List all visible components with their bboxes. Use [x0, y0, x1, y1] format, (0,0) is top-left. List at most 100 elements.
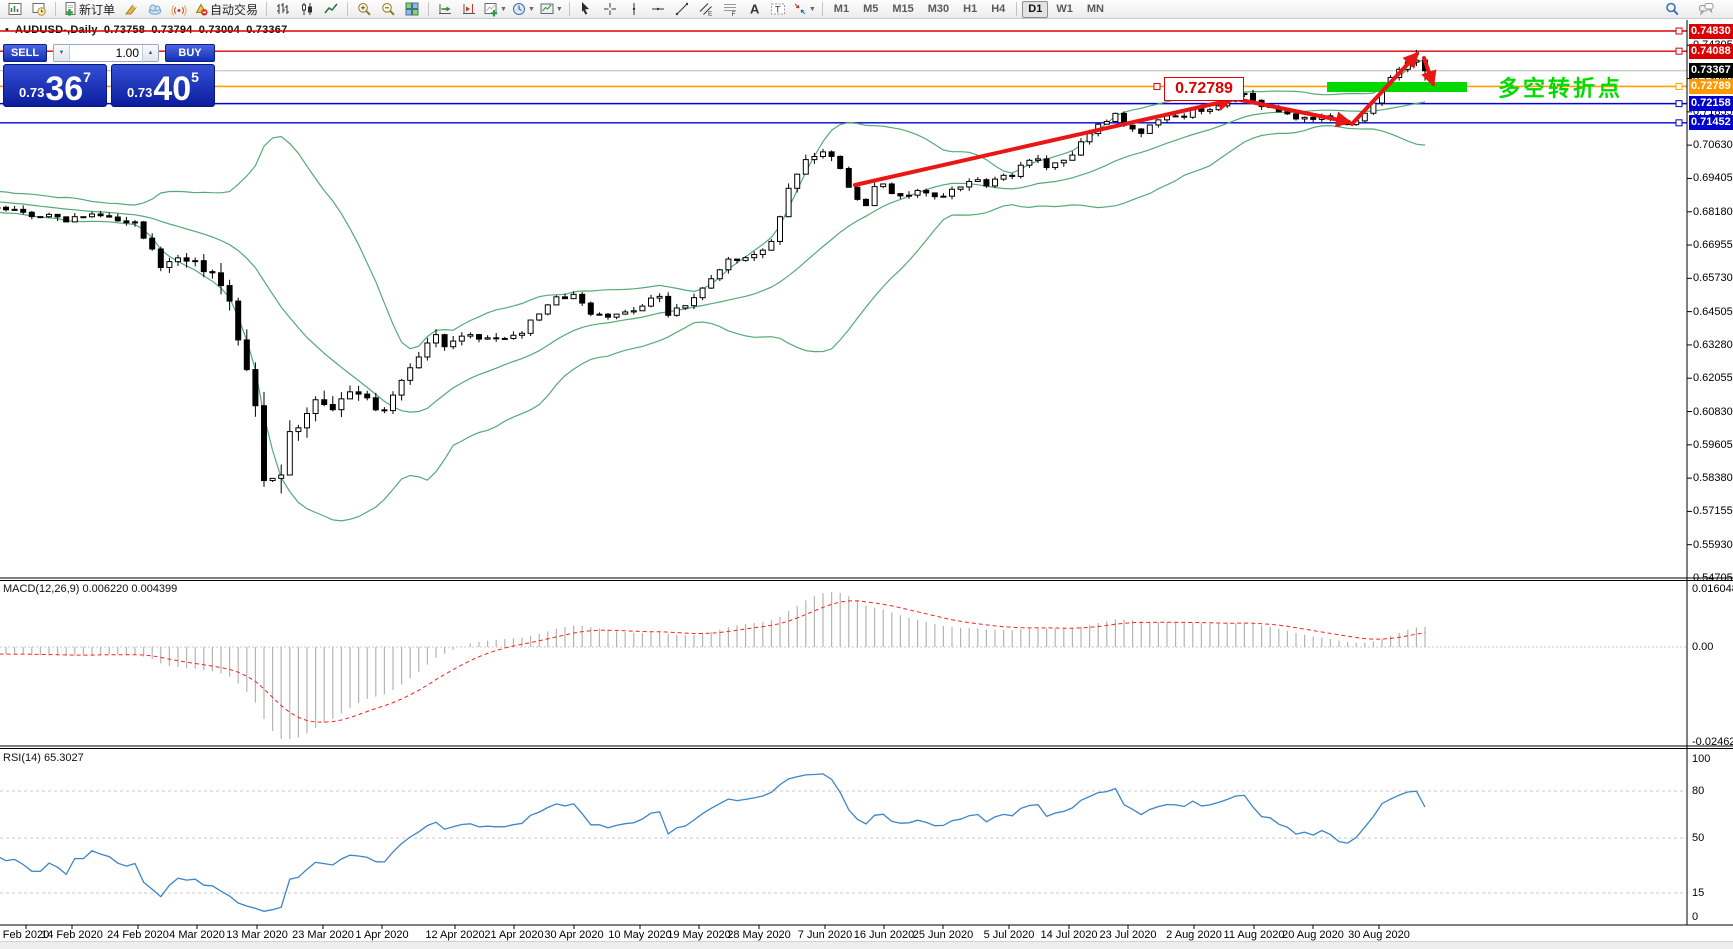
toolbar-line-chart-button[interactable] [319, 0, 343, 19]
toolbar-chart-shift-button[interactable] [457, 0, 481, 19]
toolbar-trendline-button[interactable] [670, 0, 694, 19]
timeframe-m1-button[interactable]: M1 [833, 2, 850, 15]
buy-button[interactable]: BUY [165, 44, 215, 62]
toolbar-text-button[interactable]: A [742, 0, 766, 19]
timeframe-d1-button[interactable]: D1 [1022, 0, 1049, 18]
timeframe-h1-button[interactable]: H1 [963, 2, 978, 15]
date-axis-label: 5 Jul 2020 [983, 929, 1035, 941]
timeframe-h4-button[interactable]: H4 [991, 2, 1006, 15]
cursor-icon [578, 1, 594, 17]
timeframe-w1-button[interactable]: W1 [1056, 2, 1073, 15]
timeframe-m30-button[interactable]: M30 [927, 2, 950, 15]
zoom-in-icon [356, 1, 372, 17]
toolbar-fibonacci-button[interactable]: F [718, 0, 742, 19]
toolbar-indicators-button[interactable]: ▼ [481, 0, 509, 19]
price-axis-tick: 0.58380 [1693, 472, 1733, 485]
svg-text:T: T [775, 5, 781, 15]
date-axis-label: 12 Apr 2020 [425, 929, 485, 941]
volume-decrease-button[interactable]: ▼ [54, 45, 70, 61]
algo-trading-icon [193, 1, 209, 17]
chevron-down-icon[interactable]: ▼ [555, 5, 563, 13]
chart-symbol-period: AUDUSD-,Daily [14, 24, 98, 36]
text-icon: A [746, 1, 762, 17]
rsi-scale-label: 15 [1692, 887, 1705, 899]
toolbar-text-label-button[interactable]: T [766, 0, 790, 19]
price-axis-marker: 0.74088 [1689, 43, 1733, 59]
search-icon[interactable] [1660, 0, 1684, 19]
toolbar-separator [1016, 2, 1018, 16]
line-chart-icon [323, 1, 339, 17]
sell-button[interactable]: SELL [3, 44, 47, 62]
price-axis-marker: 0.72158 [1689, 96, 1733, 112]
chart-title: ▪ AUDUSD-,Daily 0.73758 0.73794 0.73004 … [5, 24, 290, 36]
periods-icon [511, 1, 527, 17]
macd-scale-label: -0.024625 [1692, 736, 1733, 748]
date-axis-label: 25 Jun 2020 [912, 929, 974, 941]
chevron-down-icon[interactable]: ▼ [527, 5, 535, 13]
volume-increase-button[interactable]: ▲ [142, 45, 158, 61]
toolbar-tile-windows-button[interactable] [400, 0, 424, 19]
toolbar-equidistant-channel-button[interactable]: E [694, 0, 718, 19]
toolbar-chart-profiles-button[interactable] [27, 0, 51, 19]
toolbar-zoom-in-button[interactable] [352, 0, 376, 19]
buy-price-base: 0.73 [127, 85, 153, 100]
sell-price-base: 0.73 [19, 85, 45, 100]
fibonacci-icon: F [722, 1, 738, 17]
timeframe-m15-button[interactable]: M15 [892, 2, 914, 15]
volume-input[interactable]: 1.00 [115, 46, 139, 60]
toolbar-styler-button[interactable] [119, 0, 143, 19]
price-axis-tick: 0.60830 [1693, 405, 1733, 418]
toolbar-algo-trading-label: 自动交易 [210, 2, 259, 17]
toolbar-horizontal-line-button[interactable] [646, 0, 670, 19]
date-axis-label: 30 Aug 2020 [1348, 929, 1410, 941]
toolbar-zoom-out-button[interactable] [376, 0, 400, 19]
toolbar-new-chart-button[interactable] [3, 0, 27, 19]
text-label-icon: T [770, 1, 786, 17]
date-axis-label: 10 May 2020 [608, 929, 672, 941]
svg-text:F: F [731, 11, 735, 17]
toolbar-algo-trading-button[interactable]: 自动交易 [191, 0, 262, 19]
status-bar [0, 941, 1733, 949]
toolbar-auto-scroll-button[interactable] [433, 0, 457, 19]
toolbar-crosshair-button[interactable] [598, 0, 622, 19]
buy-price-display[interactable]: 0.73 40 5 [111, 64, 215, 107]
price-axis-marker: 0.74830 [1689, 23, 1733, 39]
price-axis-marker: 0.73367 [1689, 63, 1733, 79]
price-axis-marker: 0.72789 [1689, 78, 1733, 94]
toolbar-cursor-button[interactable] [574, 0, 598, 19]
date-axis-label: 30 Apr 2020 [544, 929, 604, 941]
toolbar-signals-button[interactable] [167, 0, 191, 19]
community-icon [147, 1, 163, 17]
timeframe-mn-button[interactable]: MN [1086, 2, 1104, 15]
toolbar-new-order-label: 新订单 [79, 2, 116, 17]
sell-price-display[interactable]: 0.73 36 7 [3, 64, 107, 107]
signals-icon [171, 1, 187, 17]
toolbar-separator [428, 2, 430, 16]
buy-price-big: 40 [153, 69, 192, 108]
svg-text:A: A [750, 2, 760, 17]
toolbar-community-button[interactable] [143, 0, 167, 19]
toolbar-arrows-button[interactable]: ▼ [790, 0, 818, 19]
annotation-price-flag[interactable]: 0.72789 [1164, 77, 1244, 101]
date-axis-label: 7 Jun 2020 [797, 929, 853, 941]
toolbar-bar-chart-button[interactable] [271, 0, 295, 19]
chat-icon[interactable] [1694, 0, 1718, 19]
chevron-down-icon[interactable]: ▼ [808, 5, 816, 13]
toolbar-periods-button[interactable]: ▼ [509, 0, 537, 19]
rsi-scale-label: 100 [1692, 753, 1711, 765]
ohlc-close: 0.73367 [246, 24, 288, 36]
price-axis-tick: 0.59605 [1693, 438, 1733, 451]
toolbar-new-order-button[interactable]: 新订单 [60, 0, 119, 19]
auto-scroll-icon [437, 1, 453, 17]
annotation-turning-point-text[interactable]: 多空转折点 [1498, 76, 1624, 101]
toolbar-templates-button[interactable]: ▼ [537, 0, 565, 19]
chevron-down-icon[interactable]: ▼ [500, 5, 507, 13]
price-axis-tick: 0.54705 [1693, 572, 1733, 584]
date-axis-label: 14 Feb 2020 [41, 929, 103, 941]
date-axis-label: Feb 2020 [2, 929, 50, 941]
toolbar-candlestick-chart-button[interactable] [295, 0, 319, 19]
timeframe-m5-button[interactable]: M5 [863, 2, 879, 15]
rsi-scale-label: 80 [1692, 785, 1705, 797]
toolbar-vertical-line-button[interactable] [622, 0, 646, 19]
